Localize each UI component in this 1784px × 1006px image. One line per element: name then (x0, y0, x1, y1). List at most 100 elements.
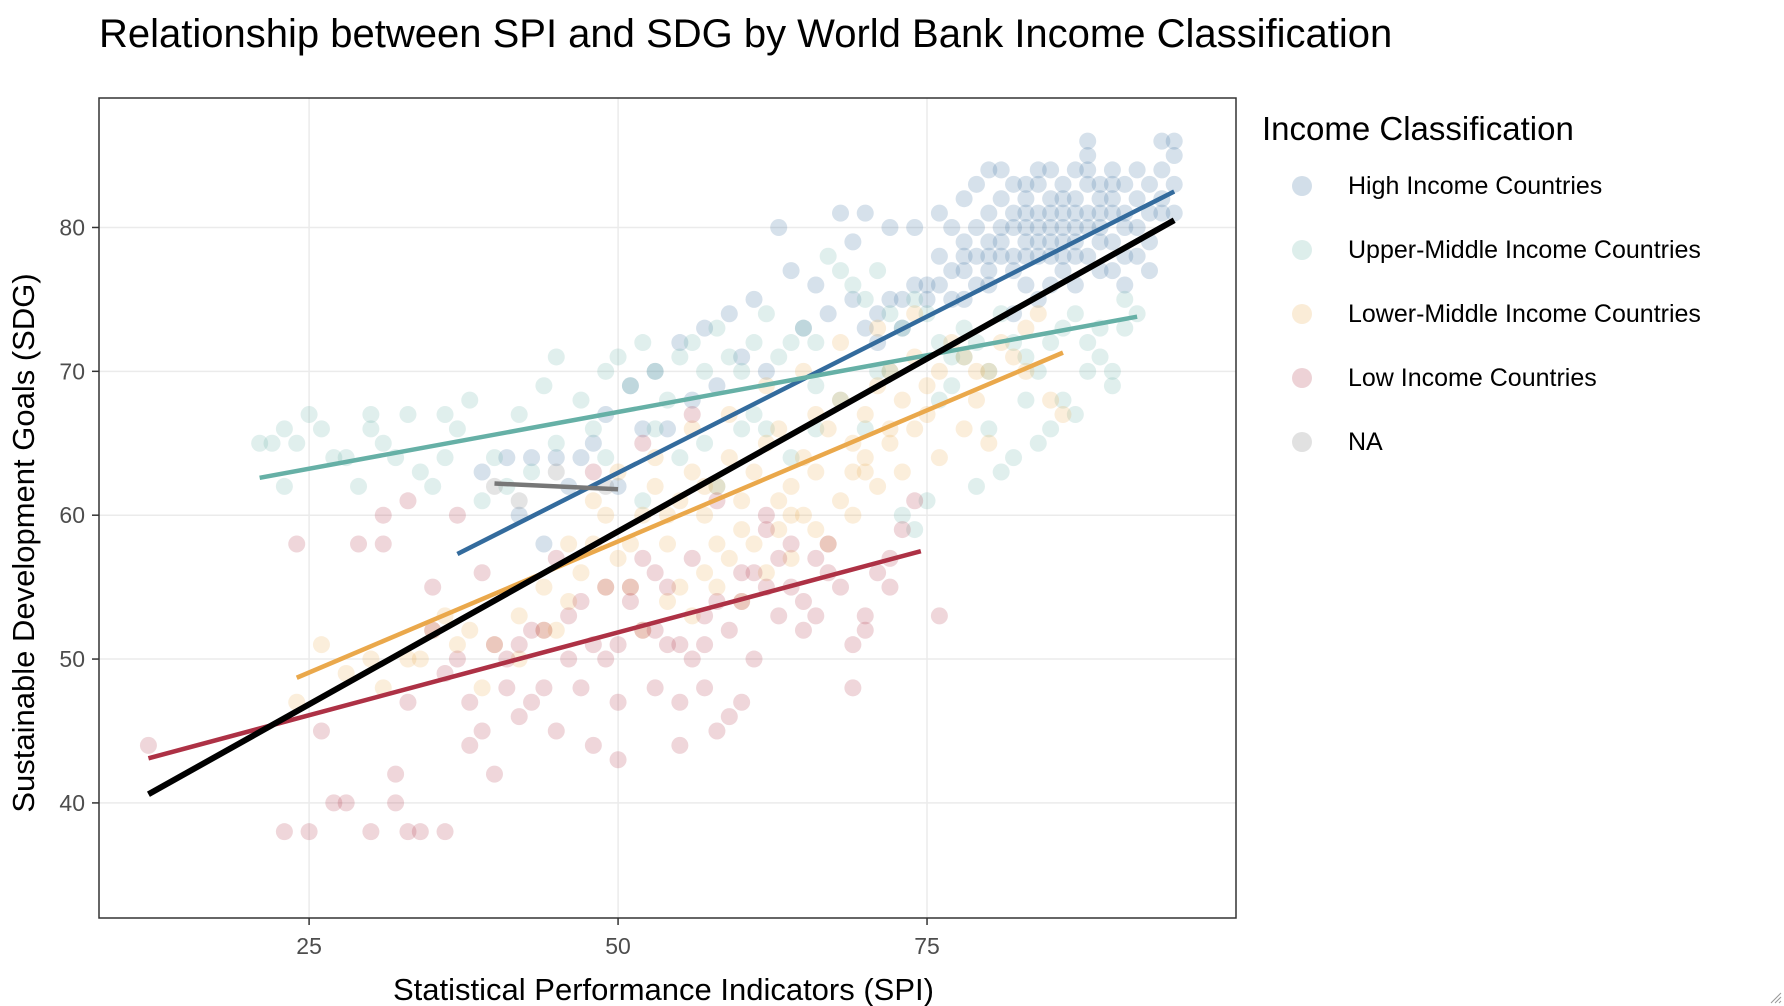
data-point (597, 650, 615, 668)
data-point (621, 578, 639, 596)
data-point (560, 535, 578, 553)
data-point (733, 348, 751, 366)
data-point (399, 405, 417, 423)
data-point (745, 463, 763, 481)
data-point (807, 521, 825, 539)
data-point (1017, 391, 1035, 409)
data-point (906, 420, 924, 438)
data-point (1103, 175, 1121, 193)
data-point (609, 693, 627, 711)
data-point (683, 405, 701, 423)
data-point (708, 477, 726, 495)
data-point (992, 190, 1010, 208)
data-point (819, 247, 837, 265)
data-point (1042, 204, 1060, 222)
data-point (535, 377, 553, 395)
data-point (1140, 262, 1158, 280)
data-point (782, 262, 800, 280)
data-point (844, 636, 862, 654)
data-point (893, 521, 911, 539)
data-point (832, 492, 850, 510)
data-point (535, 535, 553, 553)
legend-title: Income Classification (1262, 110, 1574, 147)
data-point (683, 463, 701, 481)
data-point (411, 650, 429, 668)
x-axis-title: Statistical Performance Indicators (SPI) (393, 972, 934, 1006)
data-point (1091, 233, 1109, 251)
data-point (906, 218, 924, 236)
data-point (770, 521, 788, 539)
data-point (782, 334, 800, 352)
data-point (350, 535, 368, 553)
data-point (312, 420, 330, 438)
data-point (819, 535, 837, 553)
data-point (485, 449, 503, 467)
data-point (1165, 147, 1183, 165)
data-point (955, 247, 973, 265)
data-point (646, 564, 664, 582)
x-tick-label: 25 (296, 933, 322, 959)
data-point (1042, 161, 1060, 179)
data-point (485, 477, 503, 495)
data-point (782, 535, 800, 553)
data-point (1017, 247, 1035, 265)
legend-label-high-income: High Income Countries (1348, 171, 1603, 200)
data-point (1005, 218, 1023, 236)
data-point (1128, 190, 1146, 208)
legend-item-high-income: High Income Countries (1262, 154, 1701, 218)
data-point (263, 434, 281, 452)
data-point (757, 564, 775, 582)
resize-grip-icon[interactable] (1768, 990, 1782, 1004)
data-point (288, 535, 306, 553)
data-point (856, 449, 874, 467)
data-point (362, 650, 380, 668)
data-point (1029, 233, 1047, 251)
data-point (720, 621, 738, 639)
data-point (1066, 204, 1084, 222)
data-point (634, 549, 652, 567)
fit-line-overall (146, 217, 1176, 797)
data-point (634, 334, 652, 352)
data-point (399, 823, 417, 841)
data-point (498, 679, 516, 697)
data-point (498, 449, 516, 467)
data-point (906, 305, 924, 323)
data-point (139, 736, 157, 754)
data-point (869, 262, 887, 280)
data-point (869, 305, 887, 323)
data-point (696, 319, 714, 337)
data-point (1116, 276, 1134, 294)
data-point (856, 405, 874, 423)
data-point (560, 650, 578, 668)
data-point (560, 593, 578, 611)
data-point (967, 247, 985, 265)
data-point (720, 348, 738, 366)
data-point (770, 492, 788, 510)
series-upper-middle-income-countries (251, 247, 1146, 539)
data-point (708, 319, 726, 337)
plot-panel-border (98, 97, 1237, 919)
data-point (757, 362, 775, 380)
data-point (683, 650, 701, 668)
data-point (967, 477, 985, 495)
data-point (411, 823, 429, 841)
data-point (955, 190, 973, 208)
data-point (1128, 218, 1146, 236)
data-point (844, 679, 862, 697)
data-point (535, 621, 553, 639)
data-point (955, 262, 973, 280)
data-point (1116, 218, 1134, 236)
data-point (584, 492, 602, 510)
data-point (807, 549, 825, 567)
data-point (1029, 434, 1047, 452)
data-point (646, 420, 664, 438)
data-point (955, 420, 973, 438)
data-point (819, 420, 837, 438)
data-point (1054, 262, 1072, 280)
data-point (832, 204, 850, 222)
data-point (733, 564, 751, 582)
data-point (720, 305, 738, 323)
data-point (300, 823, 318, 841)
data-point (547, 621, 565, 639)
data-point (597, 506, 615, 524)
